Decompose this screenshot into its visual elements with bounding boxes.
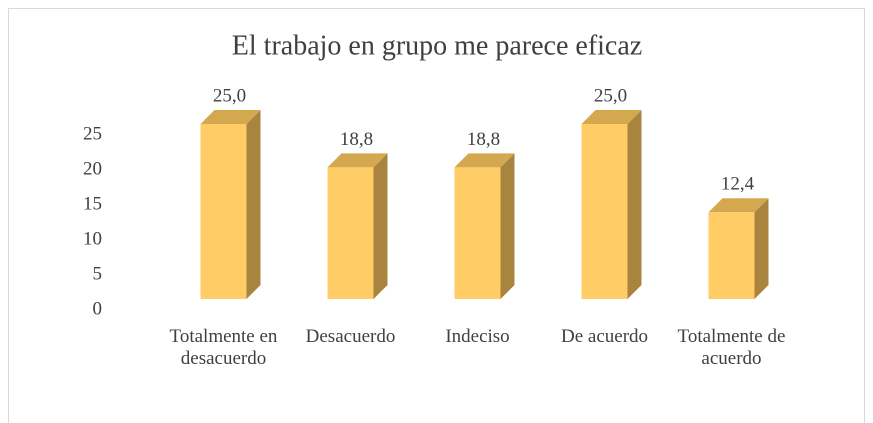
x-tick-label: Indeciso [445,326,510,347]
bar-top [708,198,769,213]
bar-front [581,124,628,299]
chart-border [8,8,865,423]
bar [327,153,388,299]
data-label: 25,0 [213,85,246,106]
bar-side [500,153,515,299]
x-tick-label: De acuerdo [560,326,649,347]
chart-title: El trabajo en grupo me parece eficaz [232,30,642,61]
bar [581,110,642,299]
x-tick-label: Totalmente de acuerdo [677,326,786,369]
y-tick-label: 15 [83,193,102,214]
x-tick-label: Totalmente en desacuerdo [169,326,278,369]
bar-side [373,153,388,299]
bar-front [327,167,374,299]
bar-top [454,153,515,168]
bar-front [200,124,247,299]
bar-side [246,110,261,299]
bar-front [708,212,755,299]
y-tick-label: 5 [93,263,103,284]
data-label: 12,4 [721,174,755,195]
bar-front [454,167,501,299]
y-tick-label: 25 [83,123,102,144]
data-label: 18,8 [340,129,373,150]
data-label: 25,0 [594,85,627,106]
bar-side [754,198,769,299]
bar [454,153,515,299]
y-tick-label: 20 [83,158,102,179]
bar-side [627,110,642,299]
bar [200,110,261,299]
y-tick-label: 0 [93,298,103,319]
data-label: 18,8 [467,129,500,150]
bar-top [581,110,642,124]
bar-top [327,153,388,168]
x-tick-label: Desacuerdo [305,326,396,347]
y-tick-label: 10 [83,228,102,249]
bar [708,198,769,299]
bar-top [200,110,261,124]
